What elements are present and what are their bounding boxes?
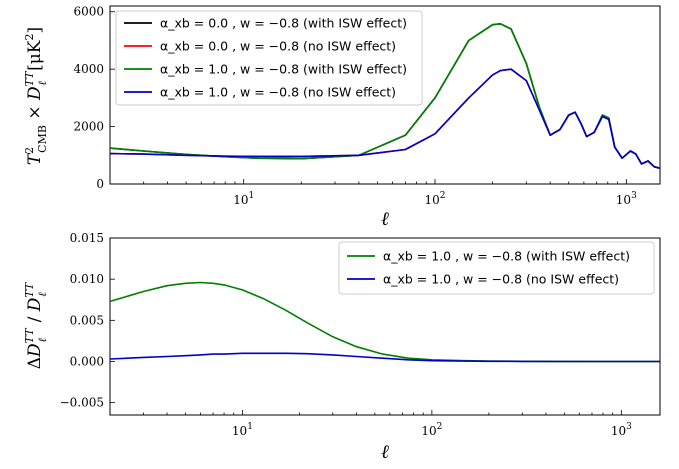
series-line-1-1 <box>109 352 660 363</box>
x-tick-label: 102 <box>425 191 446 207</box>
top-legend-box <box>115 10 423 106</box>
top-plot-frame <box>109 5 661 185</box>
legend-label: α_xb = 1.0 , w = −0.8 (with ISW effect) <box>160 62 407 77</box>
y-tick-label: 0.015 <box>70 231 104 245</box>
bottom-panel: 101 102 103 −0.005 0.000 0.005 0.010 0.015 α_x… <box>23 231 661 463</box>
x-tick-label: 103 <box>611 422 632 438</box>
legend-label: α_xb = 1.0 , w = −0.8 (no ISW effect) <box>383 272 619 287</box>
y-tick-label: 0.000 <box>70 354 104 368</box>
bottom-x-ticks: 101 102 103 <box>109 410 632 438</box>
bottom-y-axis-label: ΔDTTℓ / DTTℓ <box>23 281 49 369</box>
y-tick-label: 0 <box>96 177 104 191</box>
legend-label: α_xb = 1.0 , w = −0.8 (with ISW effect) <box>383 249 630 264</box>
bottom-legend-box <box>338 241 655 295</box>
y-tick-label: 0.005 <box>70 313 104 327</box>
x-tick-label: 103 <box>616 191 637 207</box>
y-tick-label: −0.005 <box>60 396 104 410</box>
bottom-legend: α_xb = 1.0 , w = −0.8 (with ISW effect) α… <box>338 241 655 295</box>
top-x-axis-label: ℓ <box>381 208 389 230</box>
bottom-y-ticks: −0.005 0.000 0.005 0.010 0.015 <box>60 231 115 410</box>
series-line-0-3 <box>109 68 661 169</box>
y-tick-label: 0.010 <box>70 272 104 286</box>
bottom-series-lines <box>109 281 660 363</box>
top-y-axis-label: T2CMB × DTTℓ[μK2] <box>23 27 49 165</box>
top-y-ticks: 0 2000 4000 6000 <box>73 5 115 191</box>
legend-label: α_xb = 0.0 , w = −0.8 (no ISW effect) <box>160 39 396 54</box>
x-tick-label: 101 <box>233 191 254 207</box>
top-x-ticks: 101 102 103 <box>109 179 637 207</box>
top-series-lines <box>109 23 661 169</box>
y-tick-label: 2000 <box>73 120 104 134</box>
bottom-x-axis-label: ℓ <box>381 441 389 463</box>
legend-label: α_xb = 0.0 , w = −0.8 (with ISW effect) <box>160 16 407 31</box>
y-tick-label: 4000 <box>73 62 104 76</box>
top-legend: α_xb = 0.0 , w = −0.8 (with ISW effect) α… <box>115 10 423 106</box>
top-panel: 101 102 103 0 2000 4000 6000 α_xb = 0.0 , w =… <box>23 5 661 230</box>
x-tick-label: 102 <box>421 422 442 438</box>
legend-label: α_xb = 1.0 , w = −0.8 (no ISW effect) <box>160 85 396 100</box>
y-tick-label: 6000 <box>73 5 104 19</box>
bottom-plot-frame <box>109 237 661 416</box>
x-tick-label: 101 <box>232 422 253 438</box>
